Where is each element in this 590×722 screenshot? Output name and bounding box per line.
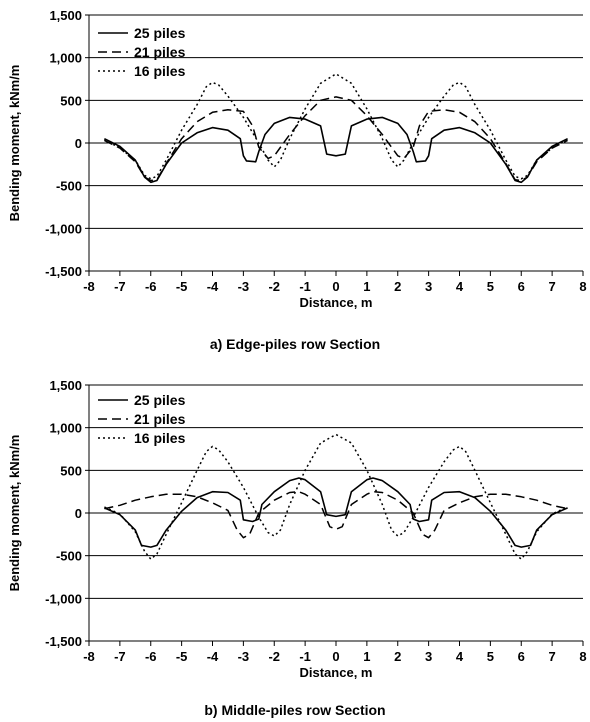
x-tick-label: -6 <box>145 649 157 664</box>
x-tick-label: 7 <box>549 649 556 664</box>
chart-middle-piles: -8 -7 -6 -5 -4 -3 -2 -1 0 1 2 3 4 5 6 7 8 -1,500 -1,000 -50… <box>0 370 590 722</box>
x-tick-label: 7 <box>549 279 556 294</box>
x-tick-label: 2 <box>394 649 401 664</box>
x-tick-label: 1 <box>363 649 370 664</box>
x-tick-label: -3 <box>238 649 250 664</box>
x-tick-label: 3 <box>425 649 432 664</box>
y-tick-label: 0 <box>75 136 82 151</box>
chart-edge-piles: -8 -7 -6 -5 -4 -3 -2 -1 0 1 2 3 4 5 6 7 8 -1,500 -1,000 -50… <box>7 8 587 352</box>
x-axis-label: Distance, m <box>300 665 373 680</box>
y-tick-label: 1,000 <box>49 421 82 436</box>
x-tick-label: -6 <box>145 279 157 294</box>
x-tick-label: 4 <box>456 649 464 664</box>
x-tick-label: 1 <box>363 279 370 294</box>
x-tick-label: 5 <box>487 649 494 664</box>
x-tick-label: -2 <box>268 279 280 294</box>
x-tick-label: 4 <box>456 279 464 294</box>
x-tick-label: 2 <box>394 279 401 294</box>
x-tick-label: -1 <box>299 279 311 294</box>
y-tick-label: -1,000 <box>45 591 82 606</box>
x-tick-label: 0 <box>332 649 339 664</box>
chart-caption: a) Edge-piles row Section <box>209 336 381 352</box>
x-tick-label: -7 <box>114 649 126 664</box>
y-tick-label: 1,500 <box>49 378 82 393</box>
x-tick-label: -4 <box>207 649 219 664</box>
x-tick-label: 6 <box>518 279 525 294</box>
x-tick-label: 8 <box>579 649 586 664</box>
x-tick-label: 3 <box>425 279 432 294</box>
chart-caption: b) Middle-piles row Section <box>204 702 386 718</box>
x-tick-label: 6 <box>518 649 525 664</box>
x-axis-label: Distance, m <box>300 295 373 310</box>
y-axis-label: Bending moment, kNm/m <box>7 65 22 222</box>
y-tick-label: -1,500 <box>45 634 82 649</box>
series-line-16-piles <box>104 433 568 560</box>
x-tick-label: -3 <box>238 279 250 294</box>
y-tick-label: -500 <box>56 549 82 564</box>
x-tick-label: -2 <box>268 649 280 664</box>
y-tick-label: -500 <box>56 179 82 194</box>
x-tick-label: -8 <box>83 279 95 294</box>
series-line-21-piles <box>104 490 568 539</box>
series-line-25-piles <box>104 477 568 548</box>
x-tick-label: -7 <box>114 279 126 294</box>
x-tick-label: -8 <box>83 649 95 664</box>
x-tick-label: -1 <box>299 649 311 664</box>
x-tick-label: -5 <box>176 279 188 294</box>
y-tick-label: 500 <box>60 93 82 108</box>
chart-edge-piles-svg: -8 -7 -6 -5 -4 -3 -2 -1 0 1 2 3 4 5 6 7 8 -1,500 -1,000 -50… <box>7 8 587 310</box>
x-tick-label: -5 <box>176 649 188 664</box>
legend-label: 21 piles <box>134 411 186 427</box>
x-tick-label: 0 <box>332 279 339 294</box>
series-line-21-piles <box>104 96 568 182</box>
y-tick-label: -1,000 <box>45 221 82 236</box>
legend-label: 16 piles <box>134 63 186 79</box>
series-line-16-piles <box>104 73 568 180</box>
legend-label: 25 piles <box>134 392 186 408</box>
y-tick-label: 0 <box>75 506 82 521</box>
series-line-25-piles <box>104 116 568 184</box>
x-tick-label: -4 <box>207 279 219 294</box>
legend-label: 21 piles <box>134 44 186 60</box>
y-tick-label: 1,500 <box>49 8 82 23</box>
y-tick-label: 1,000 <box>49 51 82 66</box>
chart-middle-piles-svg: -8 -7 -6 -5 -4 -3 -2 -1 0 1 2 3 4 5 6 7 8 -1,500 -1,000 -50… <box>7 378 587 680</box>
x-tick-label: 5 <box>487 279 494 294</box>
y-tick-label: 500 <box>60 463 82 478</box>
legend-label: 16 piles <box>134 430 186 446</box>
legend-label: 25 piles <box>134 25 186 41</box>
x-tick-label: 8 <box>579 279 586 294</box>
y-tick-label: -1,500 <box>45 264 82 279</box>
y-axis-label: Bending moment, kNm/m <box>7 435 22 592</box>
